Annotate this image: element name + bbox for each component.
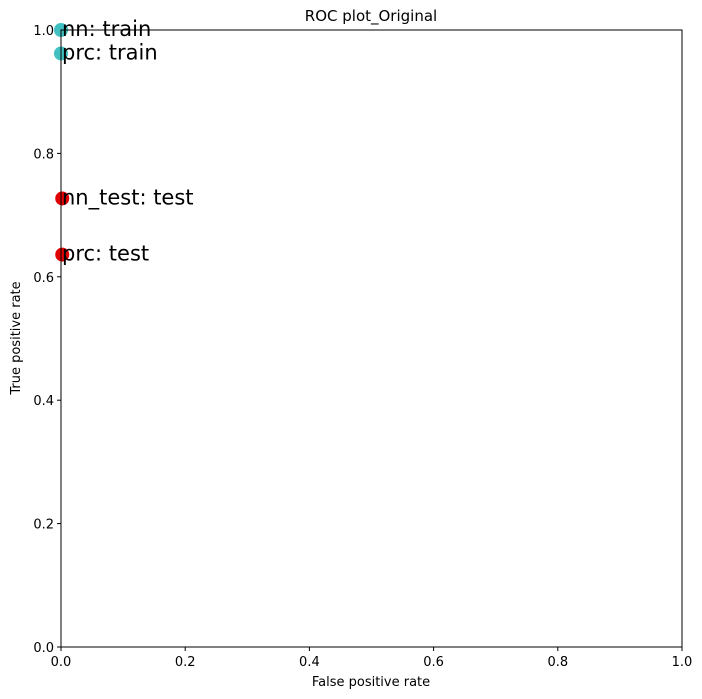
data-point-label: nn: train — [62, 17, 151, 41]
x-tick-label: 0.2 — [175, 655, 196, 670]
chart-title: ROC plot_Original — [305, 7, 437, 26]
y-tick-label: 1.0 — [33, 24, 54, 39]
data-point-label: nn_test: test — [62, 185, 194, 210]
x-tick-label: 0.6 — [423, 655, 444, 670]
data-point — [55, 247, 70, 262]
x-tick-label: 0.4 — [299, 655, 320, 670]
x-tick-label: 0.8 — [547, 655, 568, 670]
y-axis-label: True positive rate — [9, 281, 24, 395]
data-point-label: prc: train — [62, 40, 158, 64]
y-tick-label: 0.6 — [33, 271, 54, 286]
y-tick-label: 0.2 — [33, 518, 54, 533]
y-tick-label: 0.0 — [33, 641, 54, 656]
x-axis: 0.0 0.2 0.4 0.6 0.8 1.0 — [51, 647, 693, 670]
data-point — [55, 191, 70, 206]
data-point-label: prc: test — [62, 242, 149, 266]
y-tick-label: 0.4 — [33, 394, 54, 409]
x-axis-label: False positive rate — [312, 675, 430, 690]
y-tick-label: 0.8 — [33, 147, 54, 162]
x-tick-label: 0.0 — [51, 655, 72, 670]
y-axis: 0.0 0.2 0.4 0.6 0.8 1.0 — [33, 24, 61, 656]
plot-area-frame — [60, 29, 683, 648]
x-tick-label: 1.0 — [672, 655, 693, 670]
